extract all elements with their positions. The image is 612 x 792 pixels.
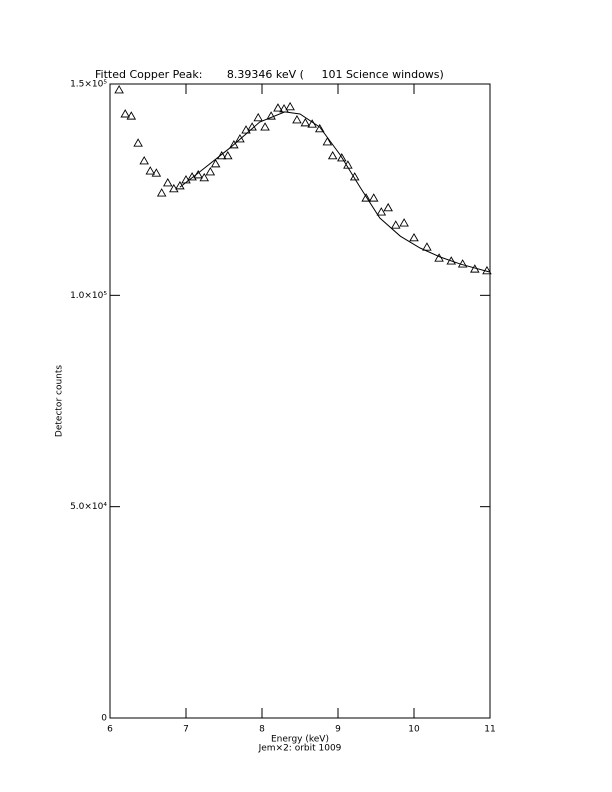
x-axis-label: Energy (keV) <box>271 735 329 745</box>
data-point <box>216 150 227 160</box>
data-point <box>376 207 387 216</box>
data-point <box>260 122 270 131</box>
y-axis-label: Detector counts <box>55 365 65 437</box>
x-tick-label: 6 <box>107 725 113 735</box>
data-point <box>145 166 156 175</box>
subtitle: Jem×2: orbit 1009 <box>258 744 342 754</box>
x-tick-label: 11 <box>484 725 495 735</box>
plot-frame <box>109 83 491 719</box>
x-tick-label: 8 <box>259 725 265 735</box>
data-point <box>126 111 137 120</box>
data-point <box>292 115 302 124</box>
data-point <box>151 168 162 177</box>
chart-title: Fitted Copper Peak: 8.39346 keV ( 101 Sc… <box>95 68 444 81</box>
x-tick-label: 7 <box>183 725 189 735</box>
data-point <box>314 123 325 133</box>
data-point <box>327 150 338 160</box>
data-point <box>368 193 379 202</box>
y-tick-label: 5.0×10⁴ <box>70 502 107 512</box>
data-point <box>349 172 360 181</box>
data-point <box>139 156 149 165</box>
data-point <box>253 112 263 122</box>
y-tick-label: 0 <box>101 714 107 724</box>
data-point <box>361 193 371 202</box>
data-point <box>193 169 203 179</box>
data-point <box>114 85 124 94</box>
data-point <box>409 232 419 242</box>
data-point <box>383 202 393 212</box>
data-point <box>322 136 333 146</box>
data-point <box>162 177 173 187</box>
data-point <box>422 242 432 251</box>
data-point <box>457 259 468 268</box>
data-point <box>235 134 245 143</box>
y-tick-label: 1.5×10⁵ <box>70 80 107 90</box>
data-point <box>156 188 167 197</box>
data-point <box>223 150 233 160</box>
data-point <box>199 172 210 182</box>
data-point <box>273 103 283 112</box>
data-point <box>337 153 347 162</box>
x-tick-label: 10 <box>408 725 420 735</box>
data-point <box>300 117 311 127</box>
data-point <box>399 218 409 227</box>
data-point <box>229 139 239 149</box>
data-point <box>390 220 401 229</box>
data-point <box>210 158 221 168</box>
x-tick-label: 9 <box>335 725 341 735</box>
y-tick-label: 1.0×10⁵ <box>70 291 107 301</box>
data-point <box>205 167 216 176</box>
data-point <box>266 111 276 120</box>
data-point <box>120 109 130 118</box>
fit-line <box>179 111 491 273</box>
data-point <box>285 101 295 111</box>
data-point <box>133 138 143 147</box>
